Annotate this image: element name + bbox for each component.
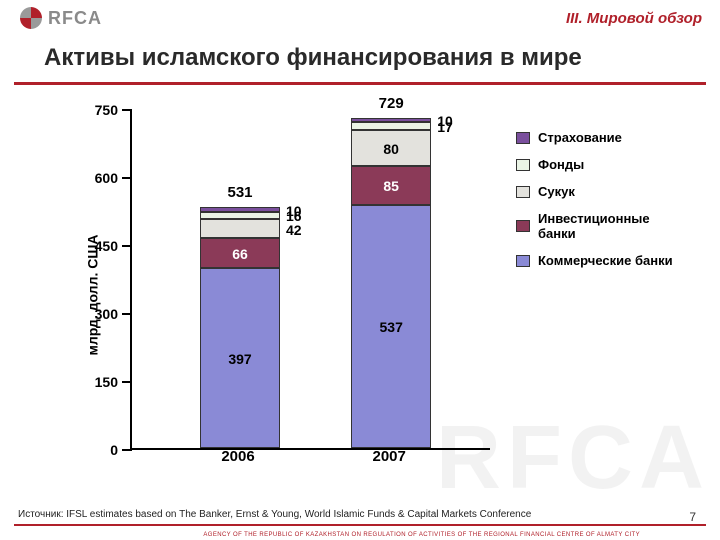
rfca-logo-icon [18,5,44,31]
bar-seg-insurance [200,207,280,212]
legend-item-inv_banks: Инвестиционные банки [516,211,686,241]
footer-rule [14,524,706,526]
bar-seg-funds [351,122,431,130]
y-tick [122,449,132,451]
legend-item-comm_banks: Коммерческие банки [516,253,686,268]
legend-item-funds: Фонды [516,157,686,172]
bar-seg-label: 397 [200,351,280,367]
chart-area: млрд. долл. США 015030045060075039766421… [40,100,680,490]
legend-swatch [516,132,530,144]
legend-label: Фонды [538,157,584,172]
logo-text: RFCA [48,8,102,29]
title-rule [14,82,706,85]
page-title: Активы исламского финансирования в мире [44,44,582,72]
y-tick-label: 300 [95,306,118,322]
y-tick-label: 0 [110,442,118,458]
y-tick [122,313,132,315]
bar-total: 531 [200,184,280,201]
bar-seg-funds [200,212,280,219]
section-label: III. Мировой обзор [566,10,702,27]
legend-swatch [516,159,530,171]
bar-seg-label: 66 [200,246,280,262]
legend-swatch [516,220,530,232]
bar-seg-label: 537 [351,319,431,335]
y-tick-label: 450 [95,238,118,254]
legend-label: Коммерческие банки [538,253,673,268]
x-tick-label: 2007 [349,448,429,465]
bar-total: 729 [351,95,431,112]
y-tick-label: 750 [95,102,118,118]
bar-seg-label: 10 [286,203,302,219]
bar-seg-insurance [351,118,431,123]
header: RFCA III. Мировой обзор [0,0,720,36]
x-tick-label: 2006 [198,448,278,465]
y-tick [122,109,132,111]
y-tick [122,381,132,383]
y-tick-label: 150 [95,374,118,390]
legend-swatch [516,255,530,267]
legend-swatch [516,186,530,198]
logo: RFCA [18,5,102,31]
y-tick-label: 600 [95,170,118,186]
bar-seg-label: 10 [437,113,453,129]
bar-seg-label: 85 [351,178,431,194]
bar-seg-sukuk [200,219,280,238]
legend-label: Инвестиционные банки [538,211,686,241]
legend-item-insurance: Страхование [516,130,686,145]
legend-label: Сукук [538,184,575,199]
plot-area: 0150300450600750397664216105315378580171… [130,110,490,450]
legend-label: Страхование [538,130,622,145]
footer-agency: AGENCY OF THE REPUBLIC OF KAZAKHSTAN ON … [203,532,640,538]
y-tick [122,245,132,247]
y-tick [122,177,132,179]
legend-item-sukuk: Сукук [516,184,686,199]
legend: Страхование Фонды Сукук Инвестиционные банк… [516,118,686,280]
page-number: 7 [689,510,696,524]
source-text: Источник: IFSL estimates based on The Ba… [18,509,531,520]
bar-seg-label: 80 [351,141,431,157]
